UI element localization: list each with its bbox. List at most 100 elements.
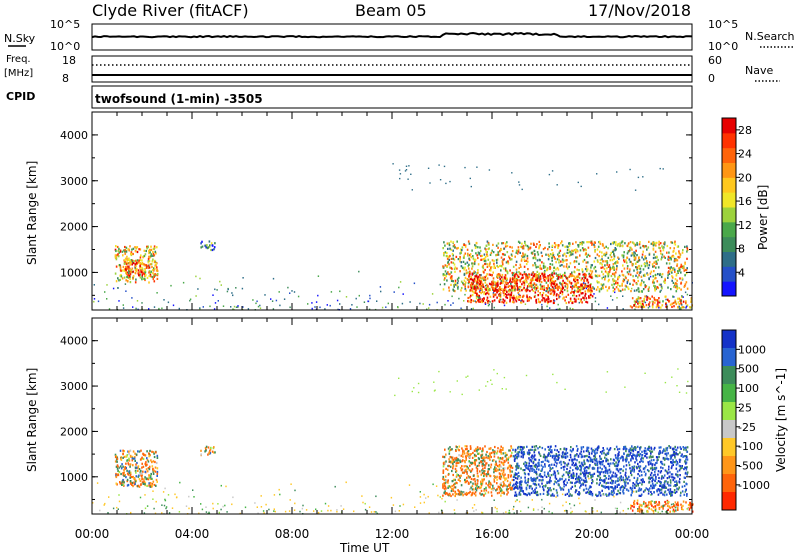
- scatter-cell: [660, 491, 663, 494]
- scatter-cell: [596, 248, 599, 251]
- scatter-cell: [464, 252, 467, 255]
- scatter-cell: [594, 452, 597, 456]
- scatter-cell: [450, 279, 453, 282]
- scatter-cell: [125, 290, 127, 292]
- scatter-cell: [644, 295, 646, 298]
- scatter-cell: [506, 485, 508, 488]
- scatter-cell: [208, 240, 211, 243]
- scatter-cell: [476, 450, 478, 453]
- scatter-cell: [681, 466, 683, 469]
- scatter-cell: [589, 464, 591, 467]
- scatter-cell: [532, 242, 535, 245]
- scatter-cell: [611, 299, 614, 301]
- scatter-cell: [577, 447, 579, 451]
- scatter-cell: [124, 252, 127, 255]
- scatter-cell: [521, 255, 523, 258]
- scatter-cell: [150, 245, 152, 248]
- scatter-cell: [508, 456, 510, 459]
- scatter-cell: [598, 471, 600, 474]
- scatter-cell: [132, 262, 135, 265]
- scatter-cell: [528, 284, 530, 287]
- scatter-cell: [564, 452, 567, 455]
- scatter-cell: [561, 276, 564, 279]
- scatter-cell: [532, 482, 535, 485]
- scatter-cell: [453, 283, 455, 287]
- scatter-cell: [515, 251, 518, 254]
- scatter-cell: [442, 265, 444, 268]
- scatter-cell: [643, 305, 646, 308]
- scatter-cell: [473, 455, 476, 458]
- scatter-cell: [355, 297, 357, 300]
- scatter-cell: [275, 299, 278, 302]
- scatter-cell: [512, 288, 514, 291]
- scatter-cell: [287, 286, 289, 289]
- scatter-cell: [482, 258, 485, 261]
- scatter-cell: [561, 478, 563, 481]
- scatter-cell: [568, 475, 570, 479]
- scatter-cell: [519, 279, 521, 282]
- scatter-cell: [626, 282, 628, 285]
- scatter-cell: [633, 468, 635, 471]
- scatter-cell: [525, 464, 528, 467]
- scatter-cell: [643, 451, 646, 454]
- scatter-cell: [474, 279, 477, 282]
- scatter-cell: [553, 483, 555, 486]
- scatter-cell: [454, 457, 456, 460]
- scatter-cell: [511, 478, 514, 482]
- scatter-cell: [647, 307, 650, 309]
- scatter-cell: [148, 468, 151, 471]
- scatter-cell: [462, 455, 464, 458]
- scatter-cell: [141, 302, 143, 304]
- scatter-cell: [505, 459, 508, 462]
- scatter-cell: [463, 268, 465, 271]
- scatter-cell: [153, 469, 155, 472]
- scatter-cell: [661, 253, 664, 256]
- scatter-cell: [521, 289, 523, 292]
- scatter-cell: [470, 453, 472, 456]
- scatter-cell: [583, 469, 586, 473]
- scatter-cell: [593, 450, 596, 453]
- scatter-cell: [329, 304, 331, 307]
- scatter-cell: [658, 246, 660, 249]
- scatter-cell: [512, 280, 514, 283]
- scatter-cell: [136, 461, 138, 465]
- scatter-cell: [131, 271, 133, 274]
- scatter-cell: [668, 484, 670, 487]
- scatter-cell: [490, 491, 493, 494]
- scatter-cell: [518, 485, 521, 488]
- scatter-cell: [683, 468, 685, 471]
- scatter-cell: [462, 494, 464, 497]
- scatter-cell: [137, 261, 139, 264]
- scatter-cell: [130, 259, 133, 262]
- scatter-cell: [132, 277, 134, 280]
- scatter-cell: [555, 454, 558, 457]
- scatter-cell: [657, 480, 660, 483]
- scatter-cell: [484, 492, 487, 495]
- scatter-cell: [143, 480, 145, 483]
- scatter-cell: [505, 278, 507, 281]
- scatter-cell: [636, 300, 639, 302]
- scatter-cell: [561, 240, 563, 243]
- scatter-cell: [451, 267, 453, 270]
- scatter-cell: [534, 256, 537, 259]
- scatter-cell: [463, 256, 465, 259]
- scatter-cell: [134, 456, 136, 459]
- scatter-cell: [636, 298, 639, 301]
- scatter-cell: [600, 470, 603, 473]
- scatter-cell: [575, 462, 577, 465]
- scatter-cell: [650, 446, 652, 449]
- scatter-cell: [550, 489, 552, 492]
- scatter-cell: [684, 274, 686, 277]
- scatter-cell: [680, 263, 683, 266]
- scatter-cell: [525, 259, 528, 262]
- scatter-cell: [500, 452, 503, 455]
- scatter-cell: [476, 468, 479, 471]
- scatter-cell: [486, 473, 488, 476]
- scatter-cell: [588, 467, 590, 470]
- scatter-cell: [685, 468, 688, 471]
- scatter-cell: [147, 261, 150, 264]
- scatter-cell: [133, 481, 135, 484]
- scatter-cell: [487, 290, 489, 293]
- scatter-cell: [630, 474, 633, 477]
- scatter-cell: [617, 461, 620, 464]
